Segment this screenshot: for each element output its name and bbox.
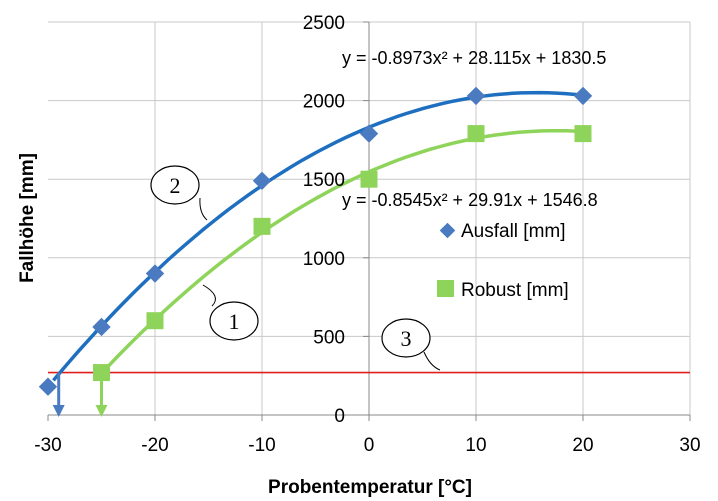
data-point-robust [93,364,110,382]
trendline [52,90,584,382]
data-point-ausfall [466,86,486,106]
data-point-robust [146,312,164,330]
data-point-robust [253,217,271,235]
y-axis-title: Fallhöhe [mm] [17,153,38,283]
y-tick-label: 2500 [303,13,345,34]
y-tick-label: 0 [334,406,345,427]
legend-marker-robust [437,280,454,297]
data-point-ausfall [359,124,379,143]
data-point-robust [574,125,592,143]
callout-3-leader [423,351,441,371]
x-tick-label: 30 [679,435,700,456]
y-tick-label: 500 [313,327,345,348]
x-tick-label: -30 [34,435,61,456]
callout-2: 2 [150,165,208,221]
y-tick-label: 1500 [303,170,345,191]
x-tick-label: 20 [572,435,593,456]
legend-label-ausfall: Ausfall [mm] [461,221,566,242]
down-arrow-head [95,405,108,417]
legend-marker-ausfall [439,222,456,239]
x-tick-label: -20 [141,435,168,456]
y-tick-label: 1000 [303,249,345,270]
data-point-ausfall [145,264,165,283]
callout-1: 1 [202,284,259,341]
data-markers [38,86,593,396]
data-point-ausfall [252,171,272,190]
data-point-ausfall [92,317,111,337]
equation-ausfall: y = -0.8973x² + 28.115x + 1830.5 [342,48,606,68]
legend: Ausfall [mm] Robust [mm] [437,221,569,301]
x-axis-title: Probentemperatur [°C] [268,477,472,498]
callout-2-circle [150,165,200,205]
data-point-robust [467,125,485,143]
callout-2-label: 2 [170,173,181,198]
legend-label-robust: Robust [mm] [461,280,569,301]
axes [47,21,691,421]
x-tick-label: -10 [248,435,275,456]
equation-robust: y = -0.8545x² + 29.91x + 1546.8 [342,190,598,210]
y-tick-label: 2000 [303,92,345,113]
callout-3: 3 [381,318,441,371]
callout-1-leader [202,284,216,307]
trendlines [52,90,584,382]
trendline [100,128,584,375]
callout-2-leader [199,197,208,221]
callout-3-circle [381,318,431,358]
x-tick-label: 0 [364,435,375,456]
down-arrow-head [52,405,65,417]
data-point-robust [360,170,378,188]
tick-labels: 0 500 1000 1500 2000 2500 -30 -20 -10 0 10 20 30 [34,13,700,456]
data-point-ausfall [573,86,593,106]
callout-3-label: 3 [401,326,412,351]
callout-1-circle [209,301,259,341]
callout-1-label: 1 [229,309,240,334]
data-point-ausfall [38,377,58,396]
x-tick-label: 10 [465,435,486,456]
